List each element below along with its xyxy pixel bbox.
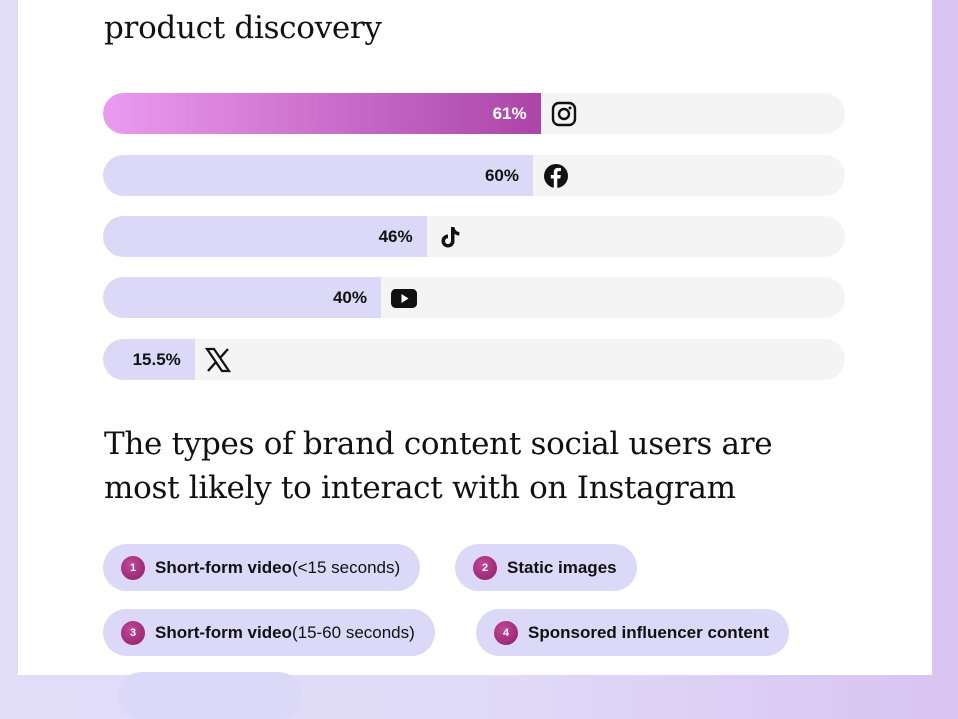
section-heading-line2: most likely to interact with on Instagra… bbox=[104, 470, 736, 506]
bar-tiktok bbox=[103, 216, 427, 257]
tiktok-icon bbox=[437, 224, 463, 250]
chart-heading: product discovery bbox=[104, 10, 382, 46]
instagram-icon bbox=[551, 101, 577, 127]
content-type-pill: 2 Static images bbox=[455, 544, 637, 591]
bar-instagram bbox=[103, 93, 541, 134]
bar-track-tiktok: 46% bbox=[103, 216, 845, 257]
content-type-name: Short-form video bbox=[155, 557, 292, 577]
rank-badge: 1 bbox=[121, 555, 145, 580]
bar-track-x: 15.5% bbox=[103, 339, 845, 380]
data-label: 46% bbox=[378, 227, 413, 246]
bar-x bbox=[103, 339, 195, 380]
content-type-pill: 4 Sponsored influencer content bbox=[476, 609, 789, 656]
youtube-icon bbox=[391, 285, 418, 311]
bar-facebook bbox=[103, 155, 533, 196]
rank-badge: 4 bbox=[494, 620, 518, 645]
facebook-icon bbox=[543, 163, 569, 189]
rank-badge: 3 bbox=[121, 620, 145, 645]
content-type-detail: (<15 seconds) bbox=[291, 557, 401, 577]
bar-track-youtube: 40% bbox=[103, 277, 845, 318]
content-type-pill: 1 Short-form video (<15 seconds) bbox=[103, 544, 421, 591]
content-type-name: Static images bbox=[507, 557, 617, 577]
section-heading-line1: The types of brand content social users … bbox=[104, 426, 773, 462]
bar-track-instagram: 61% bbox=[103, 93, 845, 134]
x-icon bbox=[204, 347, 231, 373]
rank-badge: 2 bbox=[473, 555, 497, 580]
bar-track-facebook: 60% bbox=[103, 155, 845, 196]
content-type-name: Sponsored influencer content bbox=[528, 622, 769, 642]
data-label: 40% bbox=[332, 288, 367, 307]
content-type-pill-partial bbox=[118, 672, 302, 719]
content-type-pill: 3 Short-form video (15-60 seconds) bbox=[103, 609, 435, 656]
content-type-detail: (15-60 seconds) bbox=[291, 622, 415, 642]
data-label: 60% bbox=[484, 166, 519, 185]
data-label: 15.5% bbox=[132, 350, 181, 369]
bar-youtube bbox=[103, 277, 381, 318]
data-label: 61% bbox=[492, 104, 527, 123]
content-type-name: Short-form video bbox=[155, 622, 292, 642]
